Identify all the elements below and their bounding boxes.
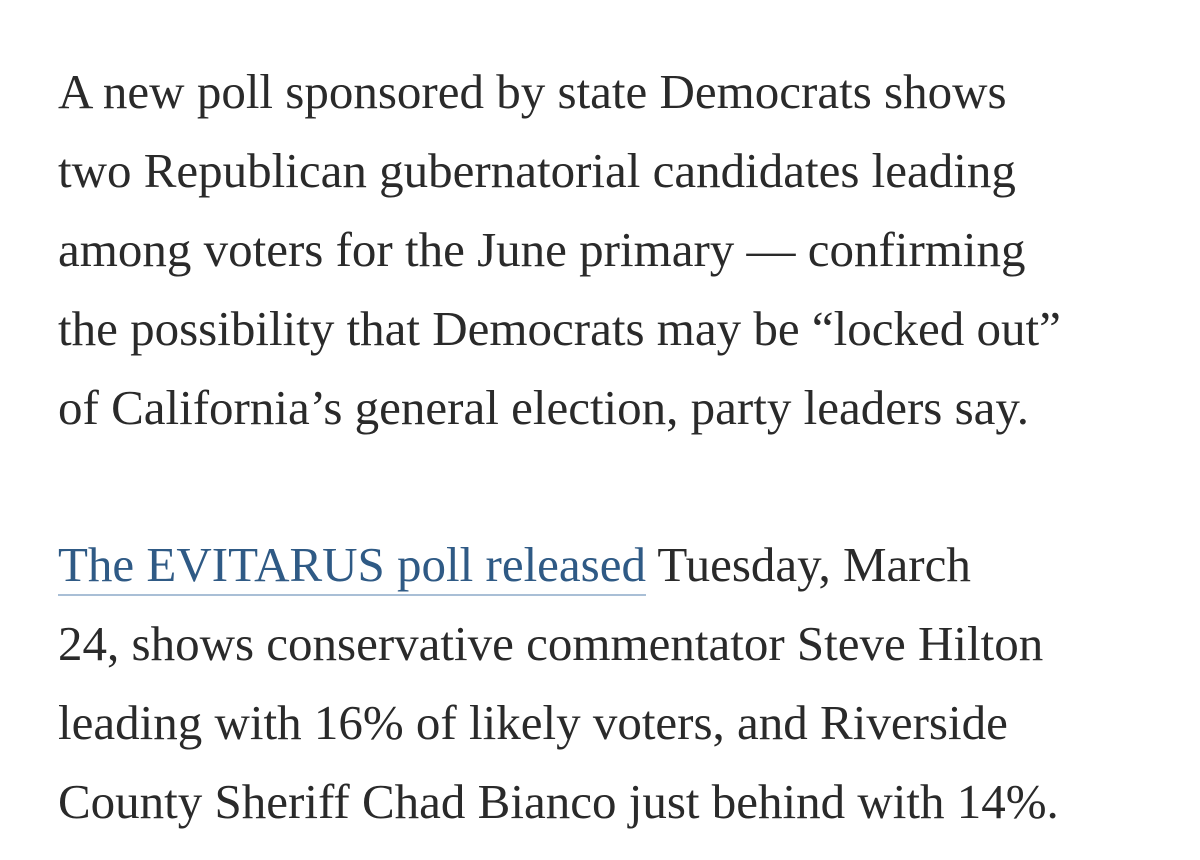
text-line: A new poll sponsored by state Democrats … [58,64,1007,119]
paragraph-intro: A new poll sponsored by state Democrats … [58,52,1168,447]
text-line: the possibility that Democrats may be “l… [58,301,1061,356]
text-line: of California’s general election, party … [58,380,1029,435]
text-line: County Sheriff Chad Bianco just behind w… [58,774,1059,829]
paragraph-poll-details: The EVITARUS poll released Tuesday, Marc… [58,525,1168,841]
article-body: A new poll sponsored by state Democrats … [58,52,1168,841]
text-line: among voters for the June primary — conf… [58,222,1026,277]
text-fragment: Tuesday, March [646,537,971,592]
text-line: leading with 16% of likely voters, and R… [58,695,1008,750]
text-line: two Republican gubernatorial candidates … [58,143,1016,198]
evitarus-poll-link[interactable]: The EVITARUS poll released [58,537,646,596]
text-line: The EVITARUS poll released Tuesday, Marc… [58,525,1168,604]
text-line: 24, shows conservative commentator Steve… [58,616,1044,671]
